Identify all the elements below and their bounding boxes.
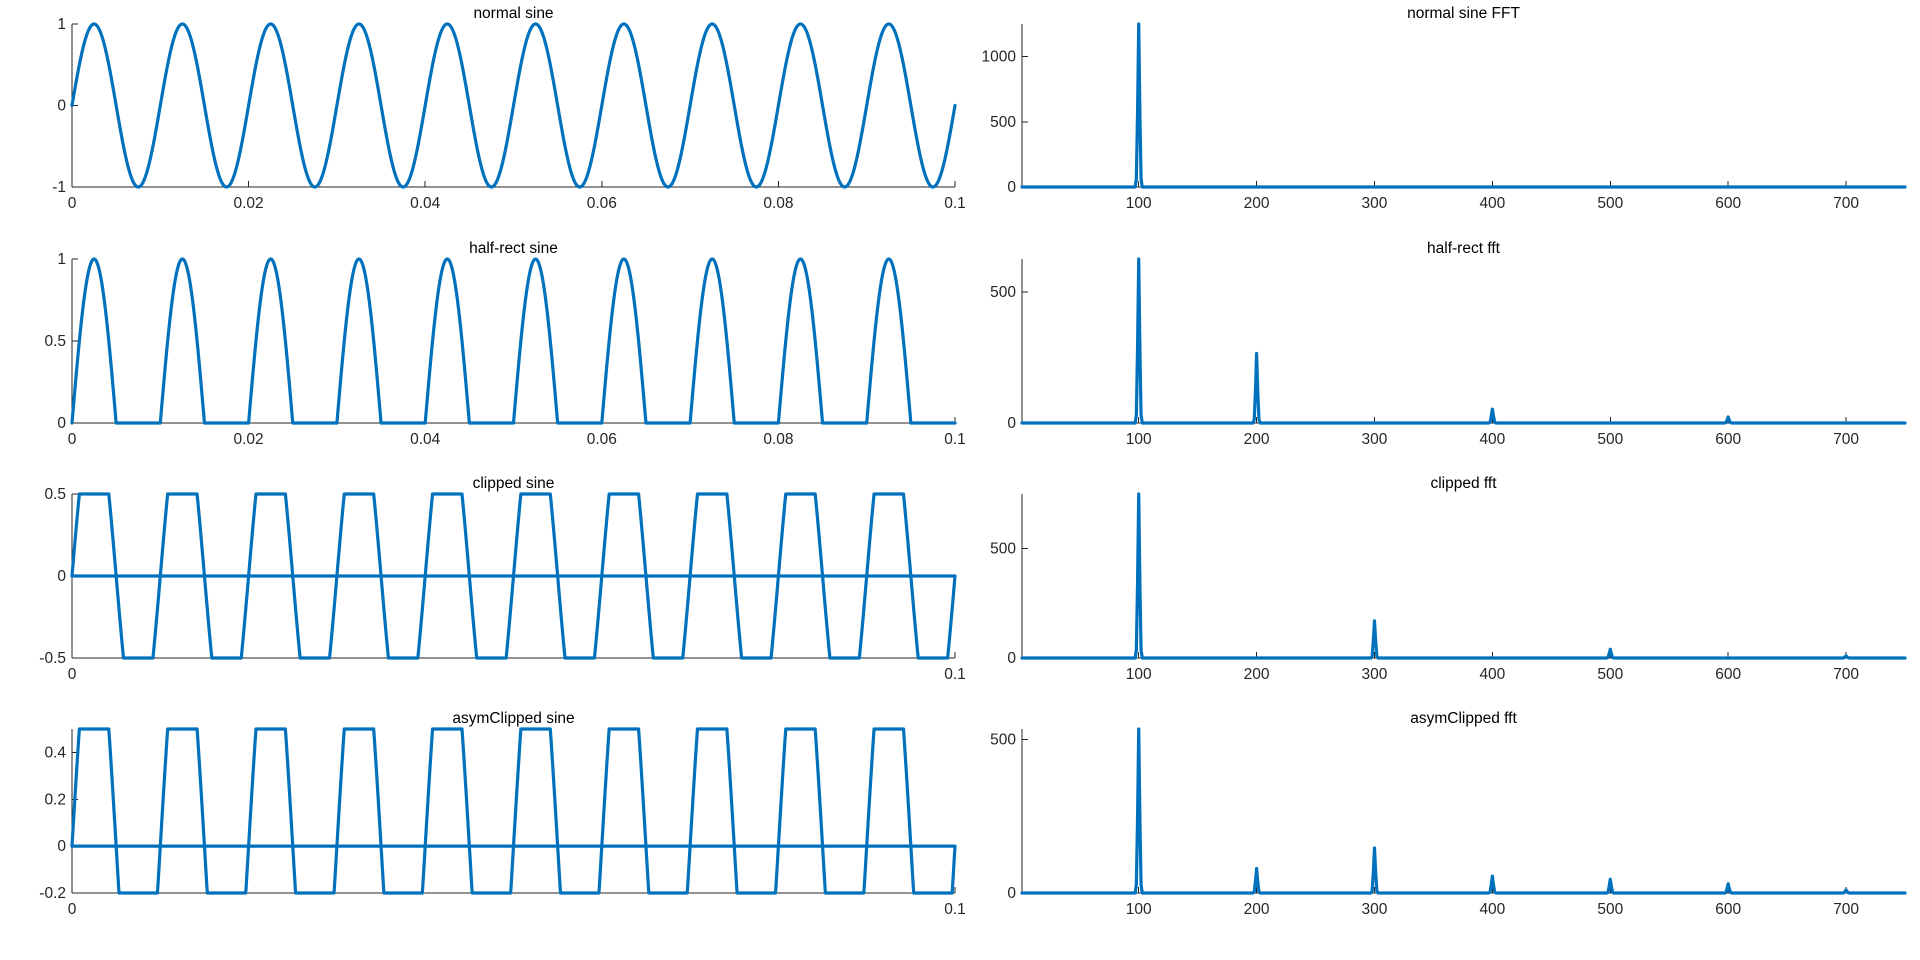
x-tick-label: 300 xyxy=(1362,901,1388,918)
series-line xyxy=(1020,492,1907,660)
x-tick-label: 300 xyxy=(1362,195,1388,212)
chart-title: half-rect sine xyxy=(469,240,558,257)
series-line xyxy=(1020,727,1907,895)
x-tick-label: 200 xyxy=(1244,901,1270,918)
y-tick-label: 1 xyxy=(57,251,66,268)
series-line xyxy=(70,492,957,660)
x-tick-label: 700 xyxy=(1833,195,1859,212)
chart-title: normal sine FFT xyxy=(1407,5,1520,22)
x-tick-label: 0.1 xyxy=(944,901,966,918)
y-tick-label: 0 xyxy=(1007,415,1016,432)
y-tick-label: 0.5 xyxy=(44,486,66,503)
x-tick-label: 0.06 xyxy=(587,195,617,212)
x-tick-label: 0.1 xyxy=(944,431,966,448)
y-tick-label: 0 xyxy=(57,98,66,115)
x-tick-label: 600 xyxy=(1715,195,1741,212)
series-line xyxy=(1020,257,1907,425)
chart-title: half-rect fft xyxy=(1427,240,1501,257)
x-tick-label: 500 xyxy=(1597,195,1623,212)
x-tick-label: 600 xyxy=(1715,666,1741,683)
x-tick-label: 200 xyxy=(1244,666,1270,683)
y-tick-label: 1000 xyxy=(982,49,1017,66)
x-tick-label: 0.08 xyxy=(763,431,793,448)
y-tick-label: 0 xyxy=(57,415,66,432)
x-tick-label: 700 xyxy=(1833,666,1859,683)
x-tick-label: 0.06 xyxy=(587,431,617,448)
x-tick-label: 300 xyxy=(1362,431,1388,448)
y-tick-label: 0 xyxy=(1007,650,1016,667)
x-tick-label: 500 xyxy=(1597,901,1623,918)
x-tick-label: 600 xyxy=(1715,431,1741,448)
x-tick-label: 700 xyxy=(1833,901,1859,918)
chart-title: clipped fft xyxy=(1430,475,1497,492)
series-line xyxy=(70,22,957,189)
chart-title: asymClipped fft xyxy=(1410,710,1517,727)
y-tick-label: -0.2 xyxy=(39,885,66,902)
x-tick-label: 500 xyxy=(1597,666,1623,683)
x-tick-label: 600 xyxy=(1715,901,1741,918)
x-tick-label: 700 xyxy=(1833,431,1859,448)
x-tick-label: 200 xyxy=(1244,195,1270,212)
chart-title: normal sine xyxy=(473,5,553,22)
y-tick-label: 500 xyxy=(990,114,1016,131)
x-tick-label: 0.04 xyxy=(410,431,441,448)
y-tick-label: -0.5 xyxy=(39,650,66,667)
x-tick-label: 400 xyxy=(1479,901,1505,918)
y-tick-label: 0.5 xyxy=(44,333,66,350)
x-tick-label: 400 xyxy=(1479,195,1505,212)
x-tick-label: 0.08 xyxy=(763,195,793,212)
x-tick-label: 100 xyxy=(1126,431,1152,448)
x-tick-label: 0 xyxy=(68,666,77,683)
y-tick-label: 500 xyxy=(990,541,1016,558)
y-tick-label: 0 xyxy=(57,838,66,855)
x-tick-label: 100 xyxy=(1126,195,1152,212)
chart-title: asymClipped sine xyxy=(452,710,574,727)
y-tick-label: 1 xyxy=(57,16,66,33)
x-tick-label: 0.02 xyxy=(234,195,264,212)
series-line xyxy=(70,257,957,425)
y-tick-label: 500 xyxy=(990,284,1016,301)
y-tick-label: 500 xyxy=(990,732,1016,749)
x-tick-label: 400 xyxy=(1479,666,1505,683)
y-tick-label: 0.2 xyxy=(44,791,66,808)
series-line xyxy=(70,727,957,895)
x-tick-label: 0 xyxy=(68,431,77,448)
x-tick-label: 100 xyxy=(1126,666,1152,683)
x-tick-label: 0.1 xyxy=(944,666,966,683)
y-tick-label: -1 xyxy=(52,179,66,196)
x-tick-label: 0.1 xyxy=(944,195,966,212)
x-tick-label: 0.02 xyxy=(234,431,264,448)
series-line xyxy=(1020,22,1907,189)
x-tick-label: 200 xyxy=(1244,431,1270,448)
x-tick-label: 400 xyxy=(1479,431,1505,448)
y-tick-label: 0 xyxy=(1007,179,1016,196)
y-tick-label: 0 xyxy=(1007,885,1016,902)
x-tick-label: 0.04 xyxy=(410,195,441,212)
x-tick-label: 500 xyxy=(1597,431,1623,448)
x-tick-label: 0 xyxy=(68,195,77,212)
x-tick-label: 100 xyxy=(1126,901,1152,918)
y-tick-label: 0 xyxy=(57,568,66,585)
x-tick-label: 300 xyxy=(1362,666,1388,683)
y-tick-label: 0.4 xyxy=(44,744,66,761)
chart-title: clipped sine xyxy=(473,475,555,492)
x-tick-label: 0 xyxy=(68,901,77,918)
